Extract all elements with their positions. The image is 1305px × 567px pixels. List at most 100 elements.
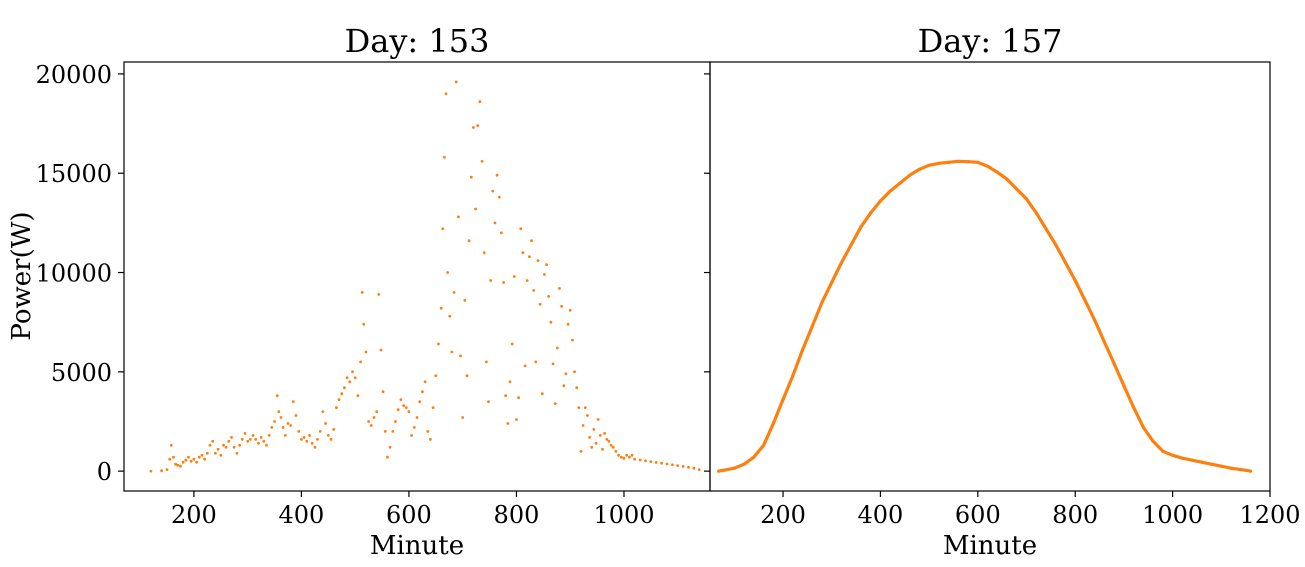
data-point [379, 348, 383, 352]
data-point [402, 404, 405, 407]
data-point [697, 468, 701, 471]
data-point [472, 126, 475, 129]
data-point [564, 372, 568, 376]
data-point [326, 434, 330, 437]
data-point [555, 346, 559, 350]
x-tick-label: 800 [494, 501, 540, 529]
data-point [377, 293, 381, 296]
data-point [1122, 384, 1126, 388]
data-point [588, 436, 591, 439]
data-point [654, 461, 658, 464]
data-point [195, 460, 199, 464]
data-point [611, 445, 615, 449]
data-point [302, 436, 306, 439]
data-point [267, 434, 271, 437]
data-point [431, 406, 435, 409]
data-point [1190, 458, 1194, 462]
data-point [345, 376, 349, 380]
data-point [510, 342, 514, 346]
data-point [528, 255, 531, 258]
data-point [493, 221, 497, 225]
data-point [329, 438, 333, 441]
data-point [465, 374, 469, 378]
data-point [259, 436, 263, 439]
data-point [367, 420, 370, 423]
data-point [617, 453, 620, 457]
data-point [1015, 187, 1019, 191]
data-point [1229, 466, 1233, 470]
data-point [1151, 439, 1155, 443]
data-point [622, 456, 626, 460]
data-point [521, 251, 525, 255]
data-point [771, 421, 775, 426]
data-point [489, 279, 493, 282]
data-point [607, 439, 611, 443]
data-point [508, 380, 512, 384]
plot-frame [709, 61, 1271, 492]
data-point [549, 320, 553, 324]
data-point [230, 436, 233, 439]
data-point [633, 457, 637, 461]
x-tick-label: 600 [955, 501, 1001, 529]
data-point [211, 439, 215, 443]
data-point [1083, 298, 1087, 302]
data-point [224, 445, 228, 449]
data-point [575, 386, 579, 390]
data-points [149, 80, 701, 473]
data-point [687, 465, 690, 469]
data-point [590, 445, 594, 449]
data-point [444, 92, 448, 96]
data-point [251, 434, 255, 437]
data-point [203, 457, 207, 461]
data-point [540, 392, 544, 396]
y-tick-label: 15000 [36, 160, 112, 188]
data-point [530, 239, 533, 243]
data-point [262, 439, 266, 443]
data-point [394, 420, 397, 423]
data-point [603, 432, 606, 435]
x-tick-label: 1000 [1142, 501, 1203, 529]
data-point [418, 400, 422, 403]
data-point [219, 453, 223, 457]
data-point [240, 438, 244, 441]
data-point [869, 211, 873, 215]
data-point [956, 159, 960, 163]
y-axis: 0 5000 10000 15000 20000 [36, 61, 124, 486]
data-point [1044, 227, 1048, 231]
data-point [360, 291, 364, 294]
data-point [257, 441, 260, 445]
data-point [362, 322, 366, 326]
data-point [457, 215, 460, 219]
data-point [318, 430, 322, 433]
x-axis-label: Minute [943, 531, 1037, 561]
data-point [443, 155, 446, 159]
data-point [1161, 449, 1165, 453]
data-point [372, 416, 376, 419]
data-point [820, 300, 824, 304]
data-point [538, 302, 542, 306]
data-point [168, 457, 172, 461]
data-point [149, 469, 153, 473]
data-point [254, 438, 258, 441]
data-point [356, 394, 360, 398]
data-point [966, 160, 970, 164]
data-point [1200, 460, 1204, 464]
data-point [429, 438, 432, 441]
data-point [332, 428, 336, 431]
data-point [630, 453, 634, 457]
data-point [174, 462, 178, 466]
data-point [348, 380, 352, 384]
data-point [200, 453, 204, 457]
data-point [995, 170, 999, 174]
data-point [277, 410, 281, 413]
data-point [281, 426, 285, 429]
data-point [482, 251, 486, 255]
panel-day-157: Day: 157 200 400 600 800 1000 1200 Minute [704, 22, 1301, 561]
data-point [1141, 425, 1145, 429]
data-point [222, 443, 225, 447]
data-point [232, 445, 236, 449]
data-point [291, 400, 295, 403]
y-tick-label: 20000 [36, 61, 112, 89]
data-point [849, 243, 853, 247]
data-point [1171, 453, 1175, 457]
